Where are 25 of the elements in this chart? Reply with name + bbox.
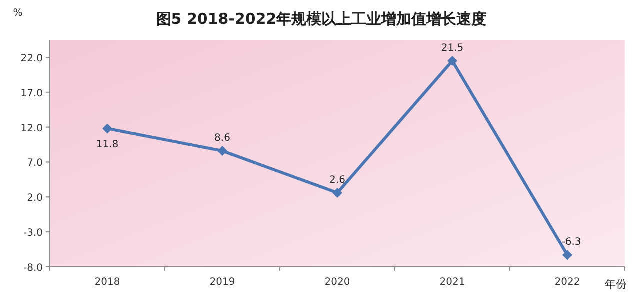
y-tick-label: -8.0: [23, 263, 43, 274]
x-tick-label: 2018: [94, 277, 120, 288]
chart-title: 图5 2018-2022年规模以上工业增加值增长速度: [156, 10, 487, 28]
x-tick-label: 2021: [440, 277, 466, 288]
y-tick-label: -3.0: [23, 228, 43, 240]
y-tick-label: 12.0: [20, 123, 43, 134]
point: [332, 188, 342, 198]
y-tick-label: 7.0: [27, 158, 43, 170]
y-axis-title: %: [13, 8, 23, 19]
y-tick-label: 22.0: [20, 53, 43, 64]
data-label: 21.5: [441, 42, 464, 54]
x-tick-label: 2019: [210, 277, 236, 288]
x-tick-label: 2020: [324, 277, 350, 288]
y-tick-label: 17.0: [20, 88, 43, 100]
data-label: 11.8: [96, 140, 119, 151]
point: [448, 56, 458, 66]
x-tick-label: 2022: [554, 277, 580, 288]
point: [102, 124, 112, 134]
data-label: 2.6: [330, 174, 346, 186]
point: [218, 146, 228, 156]
y-tick-label: 2.0: [27, 193, 43, 204]
data-label: 8.6: [214, 133, 230, 144]
data-label: -6.3: [562, 237, 582, 248]
x-axis-title: 年份: [605, 278, 627, 291]
point: [562, 250, 572, 260]
